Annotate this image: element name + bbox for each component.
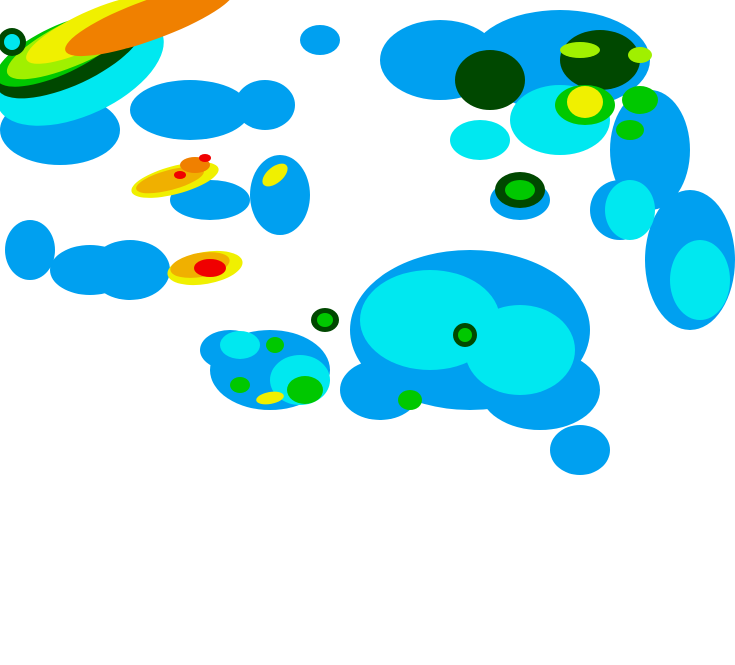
storm-cell: [505, 180, 535, 200]
storm-cell: [455, 50, 525, 110]
storm-cell: [230, 377, 250, 393]
light-rain-area: [90, 240, 170, 300]
storm-cell: [622, 86, 658, 114]
heavy-rain-cell: [567, 86, 603, 118]
light-rain-area: [550, 425, 610, 475]
very-heavy-rain-cell: [136, 166, 204, 194]
light-rain-area: [5, 220, 55, 280]
storm-cell: [287, 376, 323, 404]
heavy-rain-cell: [628, 47, 652, 63]
light-rain-area: [340, 360, 420, 420]
storm-cell: [560, 30, 640, 90]
intense-rain-core: [199, 154, 211, 162]
very-heavy-rain-cell: [65, 0, 235, 57]
storm-cell: [317, 313, 333, 327]
storm-cell: [4, 34, 20, 50]
storm-cell: [616, 120, 644, 140]
moderate-rain-area: [605, 180, 655, 240]
intense-rain-core: [194, 259, 226, 277]
heavy-rain-cell: [560, 42, 600, 58]
heavy-rain-cell: [262, 163, 288, 187]
moderate-rain-area: [465, 305, 575, 395]
storm-cell: [398, 390, 422, 410]
light-rain-area: [300, 25, 340, 55]
light-rain-area: [235, 80, 295, 130]
moderate-rain-area: [450, 120, 510, 160]
storm-cell: [458, 328, 472, 342]
moderate-rain-area: [220, 331, 260, 359]
light-rain-area: [170, 180, 250, 220]
intense-rain-core: [174, 171, 186, 179]
heavy-rain-cell: [256, 391, 284, 405]
storm-cell: [266, 337, 284, 353]
light-rain-area: [130, 80, 250, 140]
moderate-rain-area: [670, 240, 730, 320]
